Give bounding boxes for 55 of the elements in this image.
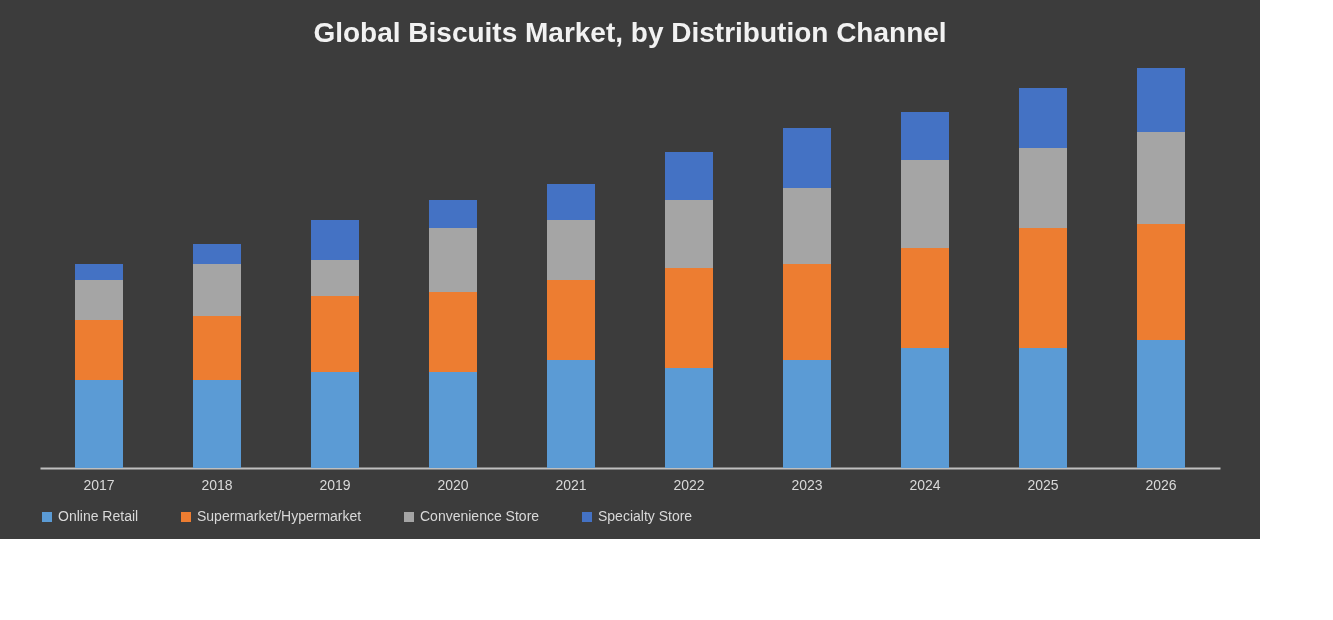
bar [783, 360, 831, 468]
x-tick-label: 2019 [319, 476, 351, 493]
bar [1137, 68, 1185, 132]
bar [429, 372, 477, 468]
x-tick-label: 2026 [1145, 476, 1177, 493]
bar [1019, 88, 1067, 148]
bar [547, 220, 595, 280]
bar [665, 368, 713, 468]
bar [75, 264, 123, 280]
legend-label: Convenience Store [420, 508, 540, 524]
x-tick-label: 2017 [83, 476, 115, 493]
bar [783, 188, 831, 264]
bar [193, 264, 241, 316]
bar [429, 200, 477, 228]
bar [665, 152, 713, 200]
bar [193, 316, 241, 380]
bar [1137, 224, 1185, 340]
x-tick-label: 2020 [437, 476, 469, 493]
bar [665, 268, 713, 368]
x-tick-label: 2022 [673, 476, 705, 493]
bar [193, 380, 241, 468]
legend-label: Supermarket/Hypermarket [197, 508, 362, 524]
bar [75, 320, 123, 380]
bar [193, 244, 241, 264]
bar [429, 292, 477, 372]
bar [75, 280, 123, 320]
bar [783, 128, 831, 188]
bar [901, 248, 949, 348]
legend-label: Online Retail [58, 508, 139, 524]
bar [547, 360, 595, 468]
bar [429, 228, 477, 292]
x-tick-label: 2018 [201, 476, 233, 493]
bar [901, 160, 949, 248]
bar [311, 260, 359, 296]
bar [311, 296, 359, 372]
bar [665, 200, 713, 268]
bar [75, 380, 123, 468]
bar [1137, 132, 1185, 224]
chart-title: Global Biscuits Market, by Distribution Channel [313, 17, 947, 48]
bar [901, 112, 949, 160]
bar [547, 280, 595, 360]
bar [1019, 228, 1067, 348]
bar [1019, 148, 1067, 228]
x-tick-label: 2025 [1027, 476, 1059, 493]
x-tick-label: 2024 [909, 476, 941, 493]
legend-label: Specialty Store [598, 508, 693, 524]
bar [901, 348, 949, 468]
bar [783, 264, 831, 360]
bar [311, 372, 359, 468]
bar [547, 184, 595, 220]
bar [1019, 348, 1067, 468]
bar [1137, 340, 1185, 468]
x-tick-label: 2021 [555, 476, 587, 493]
bar [311, 220, 359, 260]
x-tick-label: 2023 [791, 476, 823, 493]
